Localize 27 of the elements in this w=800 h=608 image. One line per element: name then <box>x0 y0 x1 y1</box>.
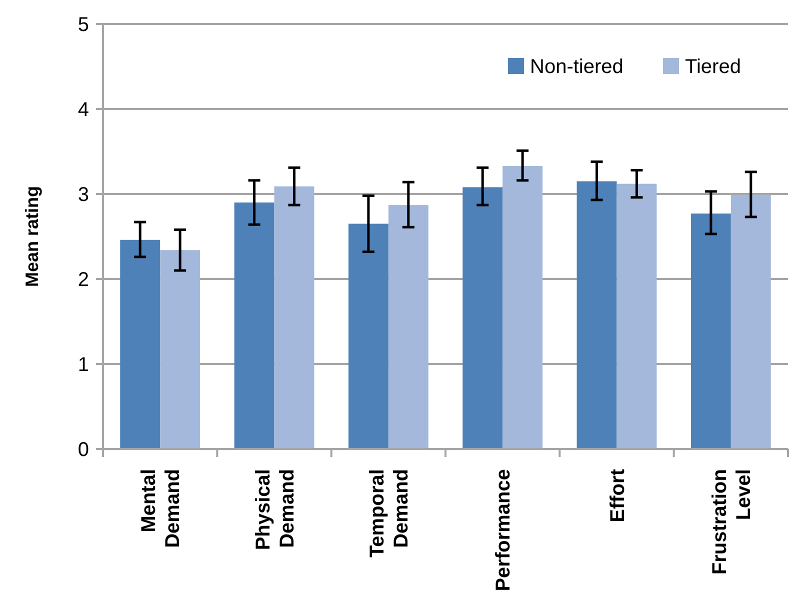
x-tick-label: Effort <box>606 468 629 522</box>
x-tick-label: Temporal Demand <box>366 469 412 558</box>
y-tick-label: 5 <box>78 14 89 36</box>
bar <box>388 205 428 449</box>
bar <box>690 214 731 449</box>
bar <box>160 250 200 449</box>
bar <box>234 202 274 449</box>
bar <box>120 240 160 449</box>
y-tick-label: 4 <box>78 99 89 121</box>
bar <box>576 181 617 449</box>
y-axis-title: Mean rating <box>22 186 42 288</box>
y-tick-label: 2 <box>78 269 89 291</box>
bar <box>274 186 314 449</box>
bar <box>730 194 771 449</box>
x-tick-label: Frustration Level <box>708 469 755 575</box>
bar <box>348 224 388 449</box>
bar <box>502 166 543 449</box>
x-tick-label: Mental Demand <box>138 469 184 548</box>
y-tick-label: 0 <box>78 439 89 461</box>
y-tick-label: 3 <box>78 184 89 206</box>
bar <box>462 187 503 449</box>
legend-label: Non-tiered <box>530 56 624 78</box>
bar <box>616 184 657 449</box>
x-tick-label: Physical Demand <box>252 469 298 550</box>
legend-label: Tiered <box>685 56 741 78</box>
y-tick-label: 1 <box>78 354 89 376</box>
x-tick-label: Performance <box>492 469 515 592</box>
